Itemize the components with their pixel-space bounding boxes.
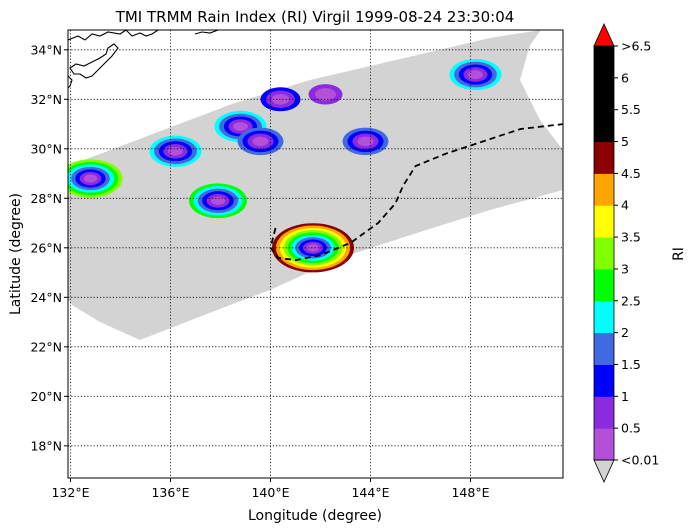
- colorbar-segment-2: [594, 364, 614, 397]
- colorbar-segment-9: [594, 141, 614, 174]
- y-tick-label: 18°N: [30, 438, 62, 453]
- colorbar-tick-label: 5: [621, 134, 629, 149]
- colorbar-segment-4: [594, 300, 614, 334]
- rain-cell-5-level-3: [252, 136, 269, 147]
- colorbar-under-arrow: [593, 459, 615, 483]
- colorbar-tick-label: 0.5: [621, 421, 641, 436]
- y-axis-ticks: 18°N 20°N 22°N 24°N 26°N 28°N 30°N 32°N 34°N: [30, 42, 68, 453]
- colorbar: <0.01 0.5 1 1.5 2 2.5 3 3.5 4 4.5 5 5.5 6 >6.5: [593, 23, 659, 483]
- rain-cell-1-level-6: [83, 174, 98, 183]
- coastline-honshu-east: [194, 30, 219, 35]
- coastline-shikoku: [69, 43, 119, 79]
- colorbar-segment-10: [594, 109, 614, 143]
- y-tick-label: 26°N: [30, 240, 62, 255]
- x-tick-label: 132°E: [51, 485, 89, 500]
- colorbar-tick-label: 4: [621, 198, 629, 213]
- rain-cell-7-level-4: [468, 70, 483, 80]
- chart-title: TMI TRMM Rain Index (RI) Virgil 1999-08-…: [115, 8, 515, 26]
- colorbar-segment-7: [594, 205, 614, 238]
- tmi-swath: [68, 30, 563, 340]
- rain-cell-4-level-4: [233, 122, 248, 131]
- colorbar-tick-label: 1.5: [621, 357, 641, 372]
- rain-cell-8-level-2: [271, 93, 290, 105]
- colorbar-segment-0: [594, 428, 614, 461]
- y-tick-label: 32°N: [30, 92, 62, 107]
- y-tick-label: 34°N: [30, 42, 62, 57]
- colorbar-tick-label: 2: [621, 325, 629, 340]
- rain-cell-0-level-9: [306, 244, 320, 252]
- colorbar-segment-8: [594, 173, 614, 206]
- colorbar-tick-label: 1: [621, 389, 629, 404]
- colorbar-tick-label: >6.5: [621, 39, 651, 54]
- map-frame: [67, 29, 564, 479]
- x-tick-label: 148°E: [451, 485, 489, 500]
- x-axis-ticks: 132°E 136°E 140°E 144°E 148°E: [51, 478, 490, 500]
- y-tick-label: 28°N: [30, 191, 62, 206]
- colorbar-segment-11: [594, 77, 614, 111]
- storm-track: [269, 123, 563, 262]
- coastline-japan-south: [68, 30, 159, 41]
- rain-cell-6-level-3: [357, 136, 374, 147]
- colorbar-segment-12: [594, 46, 614, 79]
- map-area: [68, 30, 563, 478]
- colorbar-frame: [593, 45, 615, 461]
- colorbar-segment-3: [594, 332, 614, 365]
- grid-lines: [68, 30, 563, 478]
- x-tick-label: 140°E: [251, 485, 289, 500]
- colorbar-tick-label: 4.5: [621, 166, 641, 181]
- colorbar-segment-1: [594, 396, 614, 429]
- rain-cell-3-level-4: [168, 146, 183, 156]
- colorbar-tick-label: <0.01: [621, 453, 659, 468]
- colorbar-tick-label: 5.5: [621, 102, 641, 117]
- y-tick-label: 22°N: [30, 339, 62, 354]
- rain-cell-2-level-5: [210, 196, 226, 206]
- y-tick-label: 24°N: [30, 290, 62, 305]
- y-tick-label: 20°N: [30, 389, 62, 404]
- y-tick-label: 30°N: [30, 141, 62, 156]
- x-axis-label: Longitude (degree): [248, 508, 382, 524]
- colorbar-label: RI: [671, 247, 687, 261]
- colorbar-tick-label: 3: [621, 261, 629, 276]
- colorbar-tick-label: 2.5: [621, 293, 641, 308]
- colorbar-segment-6: [594, 237, 614, 270]
- colorbar-tick-label: 6: [621, 70, 629, 85]
- colorbar-tick-label: 3.5: [621, 230, 641, 245]
- coastline-kyushu-tip: [68, 75, 73, 89]
- x-tick-label: 144°E: [351, 485, 389, 500]
- rain-cell-9-level-1: [315, 88, 336, 101]
- rain-cells: [68, 58, 502, 273]
- colorbar-over-arrow: [593, 23, 615, 47]
- x-tick-label: 136°E: [151, 485, 189, 500]
- colorbar-segment-5: [594, 268, 614, 302]
- y-axis-label: Latitude (degree): [8, 193, 24, 315]
- coastline: [68, 30, 219, 89]
